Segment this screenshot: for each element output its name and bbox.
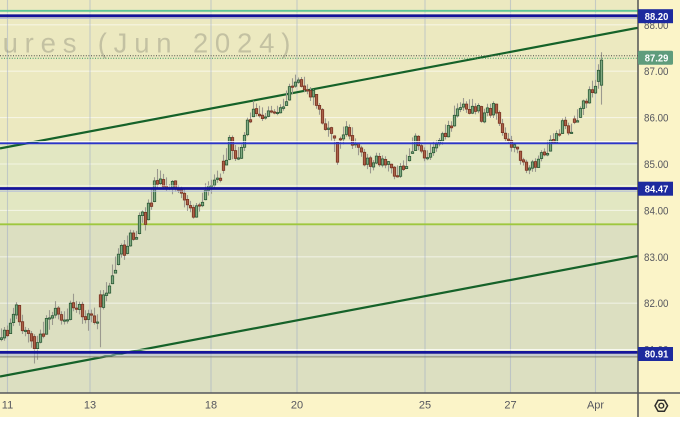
svg-text:18: 18 <box>205 400 217 412</box>
svg-text:27: 27 <box>504 400 516 412</box>
svg-text:Crude Oil WTI Futures (Jun 202: Crude Oil WTI Futures (Jun 2024) <box>0 28 297 59</box>
svg-text:25: 25 <box>419 400 431 412</box>
svg-text:85.00: 85.00 <box>644 159 669 171</box>
svg-text:83.00: 83.00 <box>644 252 669 264</box>
svg-text:87.00: 87.00 <box>644 66 669 78</box>
svg-text:13: 13 <box>84 400 96 412</box>
svg-text:82.00: 82.00 <box>644 298 669 310</box>
svg-text:Apr: Apr <box>587 400 604 412</box>
svg-text:80.91: 80.91 <box>645 350 669 361</box>
svg-text:20: 20 <box>291 400 303 412</box>
svg-text:84.47: 84.47 <box>645 184 669 195</box>
svg-text:87.29: 87.29 <box>645 53 669 64</box>
svg-text:86.00: 86.00 <box>644 113 669 125</box>
svg-text:11: 11 <box>2 400 13 412</box>
svg-text:88.20: 88.20 <box>645 12 669 23</box>
svg-text:84.00: 84.00 <box>644 205 669 217</box>
